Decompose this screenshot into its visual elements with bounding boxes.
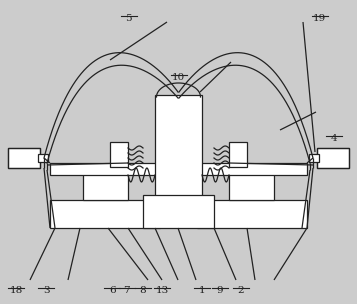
Bar	[317, 148, 349, 168]
Bar	[50, 200, 160, 228]
Text: 9: 9	[216, 286, 223, 295]
Bar	[38, 154, 48, 162]
Text: 5: 5	[125, 14, 132, 23]
Bar	[83, 170, 128, 200]
Text: 2: 2	[238, 286, 244, 295]
Text: 8: 8	[140, 286, 146, 295]
Text: 7: 7	[124, 286, 130, 295]
Bar	[143, 195, 214, 228]
Bar	[229, 170, 274, 200]
Bar	[8, 148, 40, 168]
Text: 4: 4	[331, 134, 337, 143]
Bar	[197, 200, 307, 228]
Bar	[317, 148, 349, 168]
Text: 3: 3	[43, 286, 50, 295]
Bar	[155, 95, 202, 210]
Bar	[50, 163, 160, 175]
Bar	[309, 154, 319, 162]
Text: 19: 19	[313, 14, 326, 23]
Bar	[229, 142, 247, 167]
Text: 13: 13	[156, 286, 169, 295]
Bar	[197, 163, 307, 175]
Bar	[110, 142, 128, 167]
Text: 6: 6	[109, 286, 116, 295]
Bar	[8, 148, 40, 168]
Text: 18: 18	[9, 286, 23, 295]
Text: 10: 10	[172, 73, 185, 82]
Text: 1: 1	[198, 286, 205, 295]
